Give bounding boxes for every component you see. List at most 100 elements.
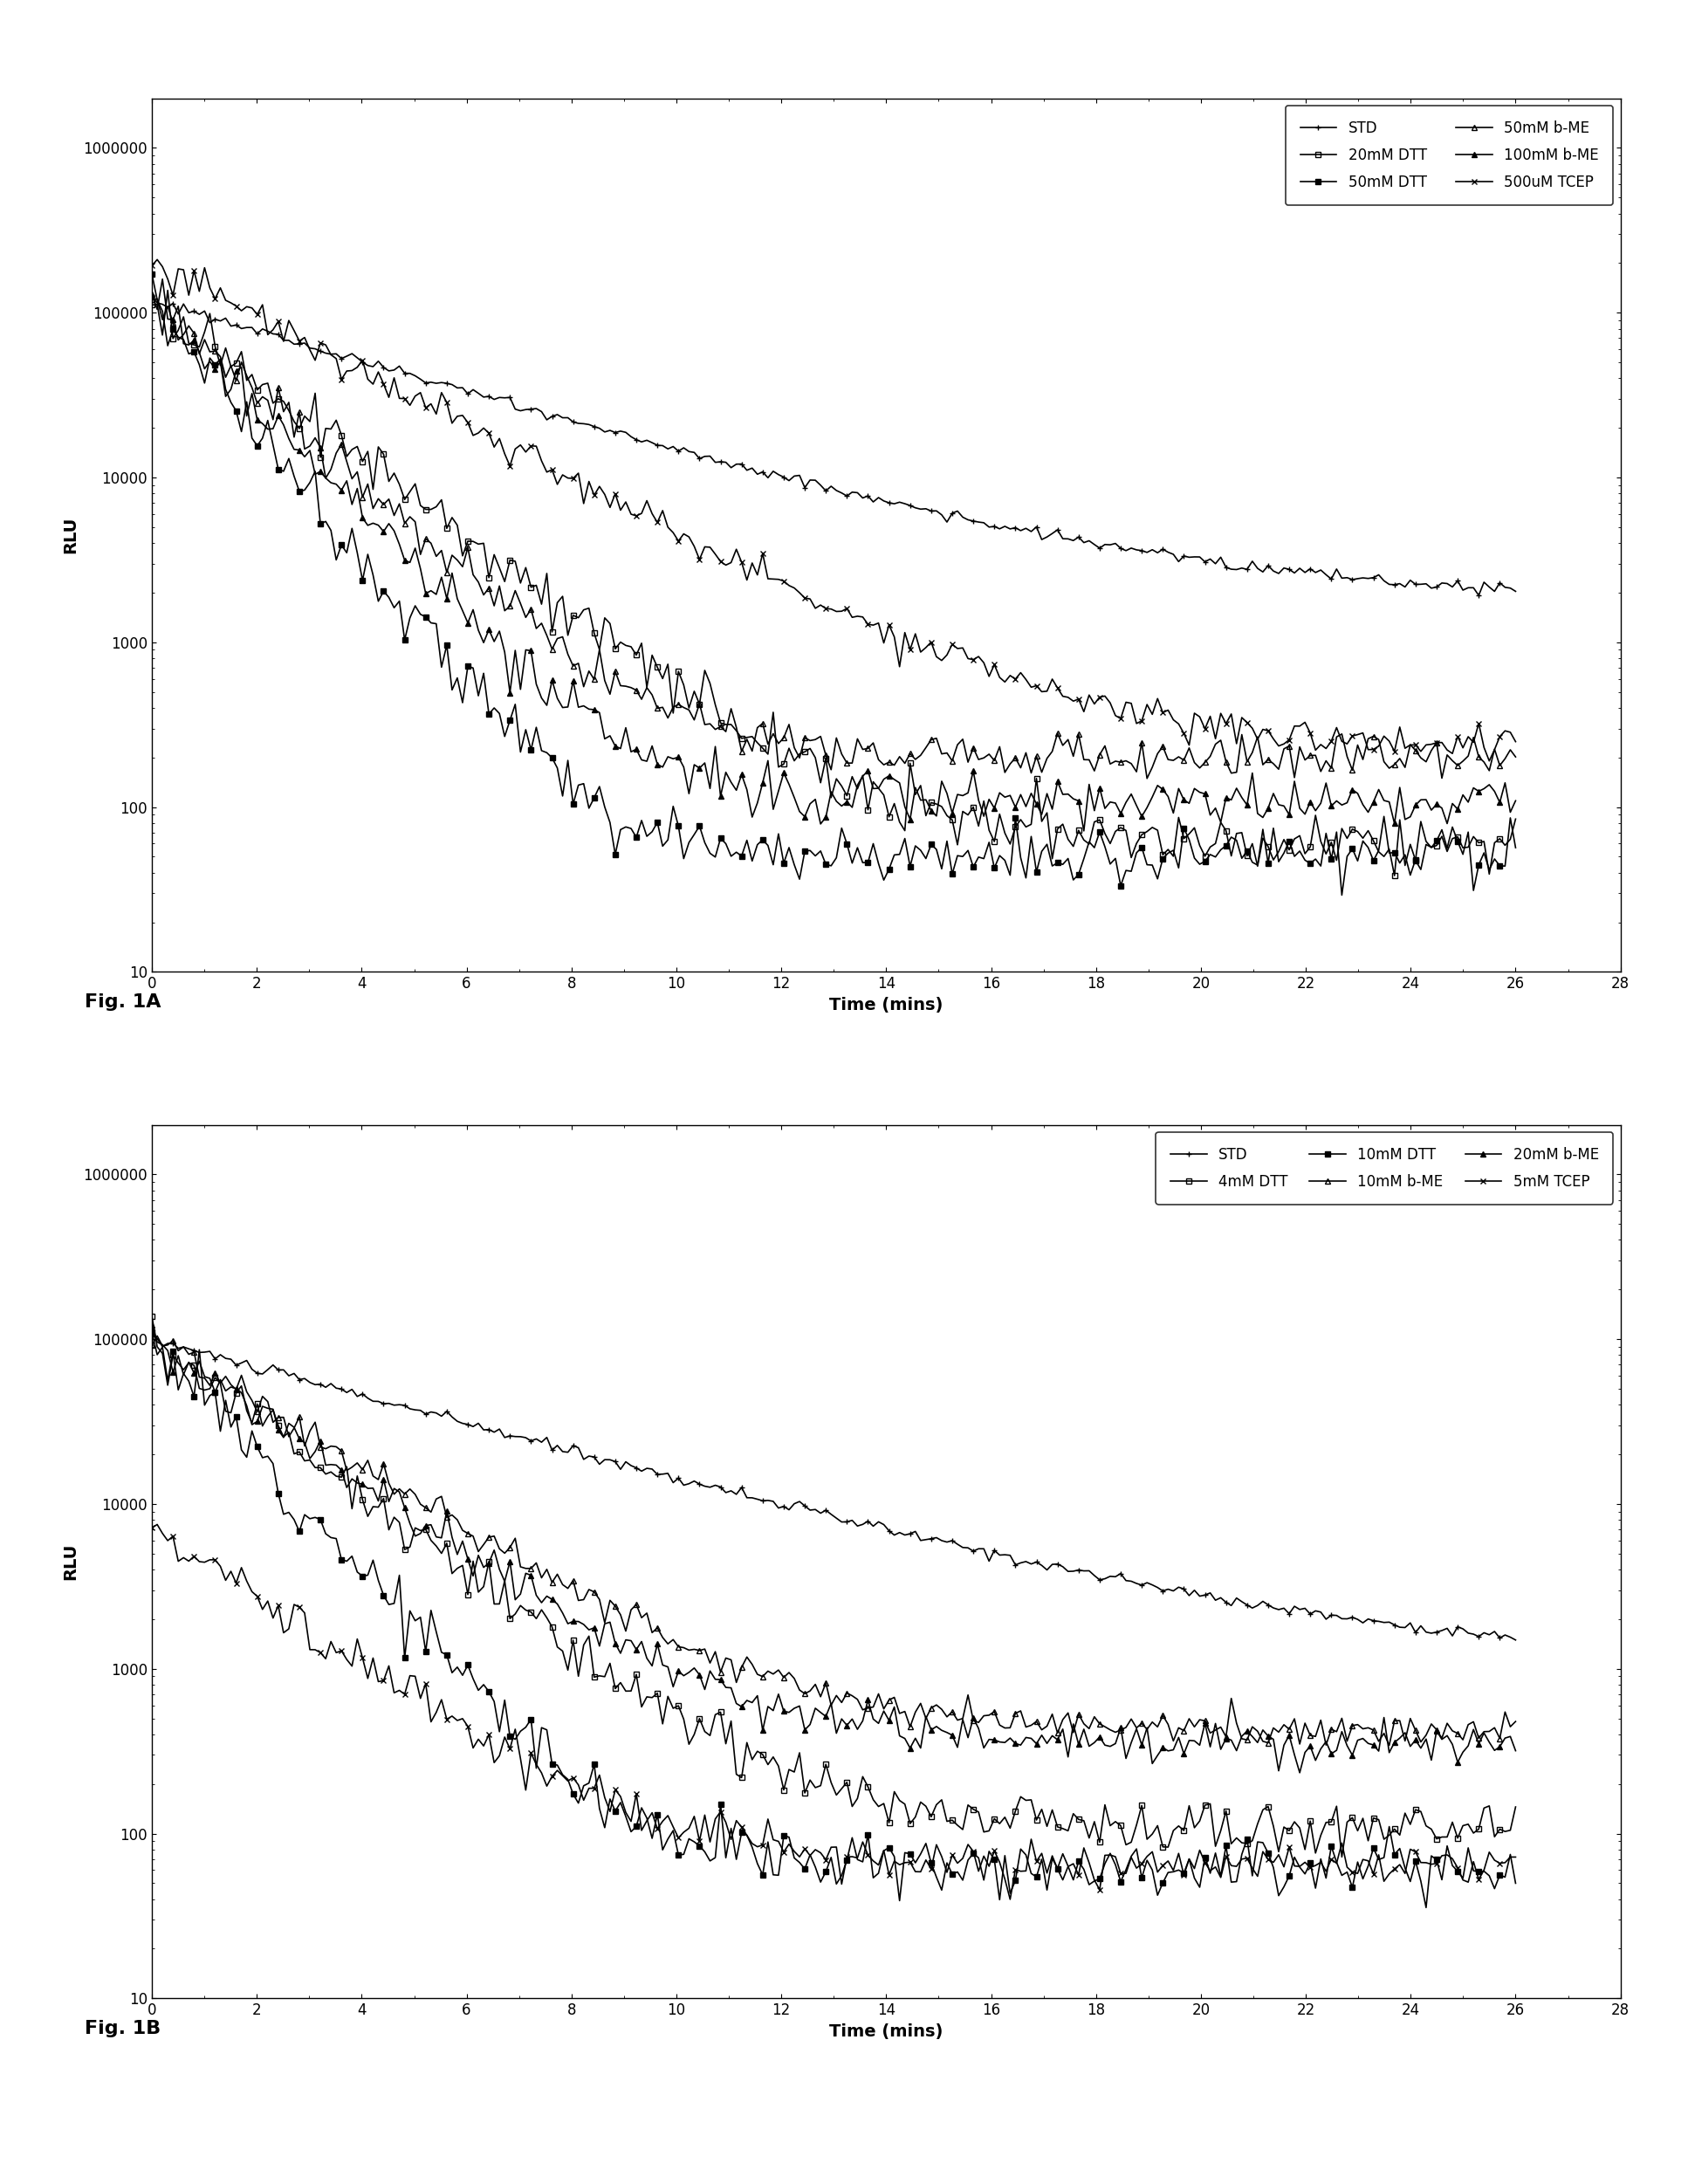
Line: 10mM b-ME: 10mM b-ME: [150, 1334, 1518, 1747]
Y-axis label: RLU: RLU: [62, 518, 79, 553]
Y-axis label: RLU: RLU: [62, 1544, 79, 1579]
50mM b-ME: [1506, 745, 1526, 771]
STD: [336, 343, 356, 369]
500uM TCEP: [311, 330, 331, 356]
20mM DTT: [157, 277, 177, 304]
100mM b-ME: [343, 491, 363, 518]
10mM DTT: [1448, 1859, 1469, 1885]
STD: [1242, 1594, 1263, 1621]
STD: [1506, 1627, 1526, 1653]
STD: [1469, 583, 1489, 609]
10mM b-ME: [721, 1647, 741, 1673]
5mM TCEP: [1506, 1843, 1526, 1870]
4mM DTT: [1448, 1826, 1469, 1852]
50mM DTT: [142, 260, 162, 286]
Line: STD: STD: [149, 293, 1519, 598]
500uM TCEP: [721, 550, 741, 577]
10mM b-ME: [716, 1645, 736, 1671]
50mM b-ME: [142, 286, 162, 312]
50mM b-ME: [1252, 751, 1273, 778]
50mM b-ME: [1138, 764, 1158, 791]
10mM b-ME: [142, 1332, 162, 1358]
100mM b-ME: [142, 282, 162, 308]
50mM DTT: [1506, 834, 1526, 860]
4mM DTT: [1506, 1793, 1526, 1819]
100mM b-ME: [716, 760, 736, 786]
100mM b-ME: [1453, 782, 1474, 808]
20mM b-ME: [711, 1666, 731, 1693]
4mM DTT: [1332, 1843, 1352, 1870]
500uM TCEP: [147, 247, 167, 273]
STD: [1242, 548, 1263, 574]
10mM b-ME: [1453, 1728, 1474, 1754]
100mM b-ME: [721, 769, 741, 795]
50mM DTT: [711, 826, 731, 852]
20mM b-ME: [306, 1439, 326, 1465]
Legend: STD, 20mM DTT, 50mM DTT, 50mM b-ME, 100mM b-ME, 500uM TCEP: STD, 20mM DTT, 50mM DTT, 50mM b-ME, 100m…: [1286, 105, 1614, 205]
20mM DTT: [311, 443, 331, 470]
STD: [711, 1474, 731, 1500]
50mM b-ME: [147, 286, 167, 312]
500uM TCEP: [142, 253, 162, 280]
5mM TCEP: [999, 1887, 1020, 1913]
10mM b-ME: [1506, 1708, 1526, 1734]
20mM DTT: [1247, 854, 1268, 880]
Line: STD: STD: [149, 1332, 1519, 1642]
10mM b-ME: [1247, 1719, 1268, 1745]
50mM b-ME: [343, 465, 363, 491]
20mM DTT: [1453, 834, 1474, 860]
50mM DTT: [306, 459, 326, 485]
5mM TCEP: [721, 1826, 741, 1852]
20mM DTT: [721, 712, 741, 738]
Line: 500uM TCEP: 500uM TCEP: [149, 256, 1519, 764]
20mM DTT: [343, 437, 363, 463]
500uM TCEP: [1479, 747, 1499, 773]
10mM b-ME: [311, 1435, 331, 1461]
4mM DTT: [306, 1455, 326, 1481]
20mM b-ME: [1448, 1749, 1469, 1776]
Line: 20mM DTT: 20mM DTT: [150, 288, 1518, 878]
5mM TCEP: [142, 1516, 162, 1542]
4mM DTT: [336, 1455, 356, 1481]
STD: [142, 282, 162, 308]
Line: 5mM TCEP: 5mM TCEP: [149, 1522, 1519, 1902]
50mM b-ME: [721, 695, 741, 721]
4mM DTT: [711, 1699, 731, 1725]
10mM b-ME: [343, 1455, 363, 1481]
10mM DTT: [1242, 1863, 1263, 1889]
STD: [1442, 574, 1462, 601]
20mM DTT: [716, 712, 736, 738]
STD: [306, 336, 326, 363]
STD: [1442, 1623, 1462, 1649]
500uM TCEP: [1247, 725, 1268, 751]
10mM DTT: [711, 1791, 731, 1817]
100mM b-ME: [1074, 817, 1094, 843]
50mM DTT: [1448, 828, 1469, 854]
500uM TCEP: [1448, 723, 1469, 749]
Legend: STD, 4mM DTT, 10mM DTT, 10mM b-ME, 20mM b-ME, 5mM TCEP: STD, 4mM DTT, 10mM DTT, 10mM b-ME, 20mM …: [1156, 1131, 1614, 1203]
20mM b-ME: [1290, 1760, 1310, 1787]
50mM DTT: [716, 830, 736, 856]
5mM TCEP: [147, 1511, 167, 1538]
20mM b-ME: [1242, 1723, 1263, 1749]
10mM b-ME: [147, 1324, 167, 1350]
X-axis label: Time (mins): Time (mins): [829, 996, 944, 1013]
Text: Fig. 1A: Fig. 1A: [84, 994, 160, 1011]
100mM b-ME: [1252, 804, 1273, 830]
4mM DTT: [1242, 1828, 1263, 1854]
STD: [306, 1372, 326, 1398]
100mM b-ME: [311, 459, 331, 485]
20mM DTT: [142, 293, 162, 319]
20mM DTT: [1384, 863, 1404, 889]
100mM b-ME: [1506, 788, 1526, 815]
Line: 50mM b-ME: 50mM b-ME: [150, 297, 1518, 782]
X-axis label: Time (mins): Time (mins): [829, 2022, 944, 2040]
10mM DTT: [1416, 1894, 1436, 1920]
20mM b-ME: [142, 1313, 162, 1339]
Line: 100mM b-ME: 100mM b-ME: [150, 277, 1518, 834]
50mM DTT: [1242, 850, 1263, 876]
50mM DTT: [336, 539, 356, 566]
50mM b-ME: [1453, 749, 1474, 775]
10mM DTT: [142, 1319, 162, 1345]
500uM TCEP: [343, 358, 363, 384]
